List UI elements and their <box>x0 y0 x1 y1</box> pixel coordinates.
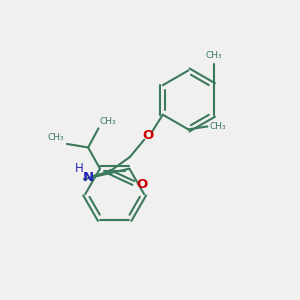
Text: CH₃: CH₃ <box>206 52 222 61</box>
Text: CH₃: CH₃ <box>210 122 226 131</box>
Text: CH₃: CH₃ <box>48 133 64 142</box>
Text: O: O <box>137 178 148 191</box>
Text: CH₃: CH₃ <box>100 117 117 126</box>
Text: O: O <box>142 129 154 142</box>
Text: H: H <box>75 162 84 175</box>
Text: N: N <box>82 171 94 184</box>
